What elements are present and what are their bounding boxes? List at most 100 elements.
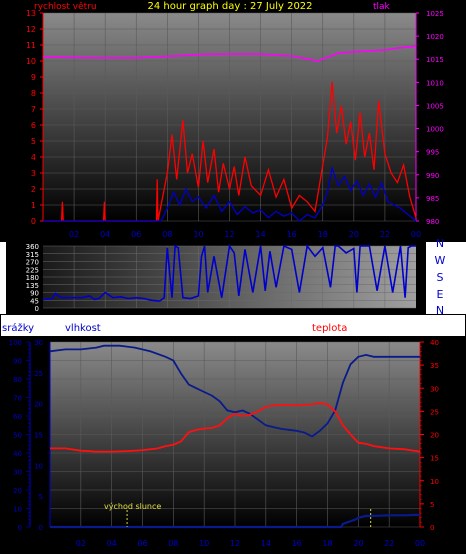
wind-speed-tick-label: 0 [31,217,36,226]
rain-line [50,513,421,529]
wind-speed-tick-label: 3 [31,169,36,178]
humidity-line [49,344,420,438]
rain-ticks: 0 10 20 30 40 50 60 70 80 90 100 [9,339,31,532]
rain-tick-label: 80 [13,376,22,384]
temperature-tick-label: 25 [430,408,439,416]
pressure-tick-label: 1015 [426,56,444,64]
humidity-tick-label: 25 [34,370,43,378]
hour-tick-label: 12 [224,230,234,239]
temperature-tick-label: 35 [430,362,439,370]
wind-speed-tick-label: 13 [26,9,36,18]
hour-tick-label: 16 [287,230,297,239]
wind-line [43,165,417,222]
panel-2-grid [43,245,416,309]
humidity-tick-label: 10 [34,462,43,470]
pressure-tick-label: 1010 [426,79,444,87]
wind-speed-tick-label: 12 [26,25,36,34]
hour-tick-label: 06 [131,230,141,239]
hour-tick-label: 22 [384,539,394,548]
hour-tick-label: 20 [349,230,359,239]
hour-tick-label: 20 [353,539,363,548]
panel-1-series [42,45,417,222]
rain-tick-label: 60 [13,413,22,421]
pressure-tick-label: 1025 [426,10,444,18]
wind-speed-tick-label: 4 [31,153,36,162]
temperature-axis-label: teplota [312,323,347,334]
direction-tick-label: 90 [30,290,39,298]
pressure-axis-label: tlak [373,2,391,12]
pressure-tick-label: 1000 [426,126,444,134]
humidity-ticks: 0 5 10 15 20 25 30 [34,339,51,532]
panel-1-grid [43,12,417,222]
hour-tick-label: 00 [411,230,421,239]
direction-tick-label: 135 [26,282,39,290]
temperature-tick-label: 10 [430,478,439,486]
temperature-tick-label: 0 [430,524,434,532]
rain-tick-label: 0 [18,524,22,532]
hour-tick-label: 12 [230,539,240,548]
hour-tick-label: 02 [76,539,86,548]
wind-speed-tick-label: 11 [26,41,36,50]
hour-tick-label: 02 [69,230,79,239]
sunrise-label: východ slunce [104,502,161,511]
humidity-axis-label: vlhkost [65,323,101,334]
pressure-tick-label: 980 [426,218,439,226]
wind-speed-tick-label: 9 [31,73,36,82]
direction-tick-label: 270 [26,259,39,267]
hour-tick-label: 18 [318,230,328,239]
wind-speed-tick-label: 7 [31,105,36,114]
rain-tick-label: 70 [13,395,22,403]
pressure-tick-label: 985 [426,195,439,203]
humidity-tick-label: 5 [39,493,43,501]
wind-speed-tick-label: 2 [31,185,36,194]
pressure-tick-label: 1020 [426,33,444,41]
panel-3-series [49,344,421,529]
direction-tick-label: 360 [26,243,39,251]
wind-speed-tick-label: 1 [31,201,36,210]
temperature-tick-label: 40 [430,339,439,347]
hour-tick-label: 06 [137,539,147,548]
hour-tick-label: 04 [107,539,117,548]
wind-direction-line [42,243,416,302]
panel-3-header [1,315,465,336]
hour-tick-label: 04 [100,230,110,239]
humidity-tick-label: 20 [34,401,43,409]
pressure-tick-label: 990 [426,172,439,180]
wind-speed-tick-label: 6 [31,121,36,130]
compass-label: E [437,288,444,301]
hour-tick-label: 14 [255,230,265,239]
rain-tick-label: 30 [13,469,22,477]
hour-tick-label: 10 [193,230,203,239]
direction-tick-label: 225 [26,266,39,274]
wind-speed-tick-label: 10 [26,57,36,66]
rain-tick-label: 10 [13,506,22,514]
compass-label: N [436,237,444,250]
rain-tick-label: 90 [13,358,22,366]
hour-tick-label: 08 [162,230,172,239]
hour-tick-label: 08 [168,539,178,548]
pressure-tick-label: 1005 [426,102,444,110]
wind-speed-axis-label: rychlost větru [34,2,97,12]
compass-label: W [435,254,446,267]
rain-tick-label: 40 [13,450,22,458]
hour-tick-label: 10 [199,539,209,548]
compass-label: S [437,271,444,284]
panel-1-hour-ticks: 02 04 06 08 10 12 14 16 18 20 22 00 [69,230,421,239]
direction-tick-label: 315 [26,251,39,259]
humidity-tick-label: 0 [39,524,43,532]
direction-tick-label: 0 [35,305,39,313]
compass-label: N [436,304,444,317]
rain-axis-label: srážky [2,322,34,334]
rain-tick-label: 50 [13,432,22,440]
temperature-tick-label: 30 [430,385,439,393]
hour-tick-label: 14 [261,539,271,548]
humidity-tick-label: 30 [34,339,43,347]
temperature-ticks: 0 5 10 15 20 25 30 35 40 [419,339,439,532]
hour-tick-label: 18 [322,539,332,548]
hour-tick-label: 16 [292,539,302,548]
hour-tick-label: 00 [415,539,425,548]
